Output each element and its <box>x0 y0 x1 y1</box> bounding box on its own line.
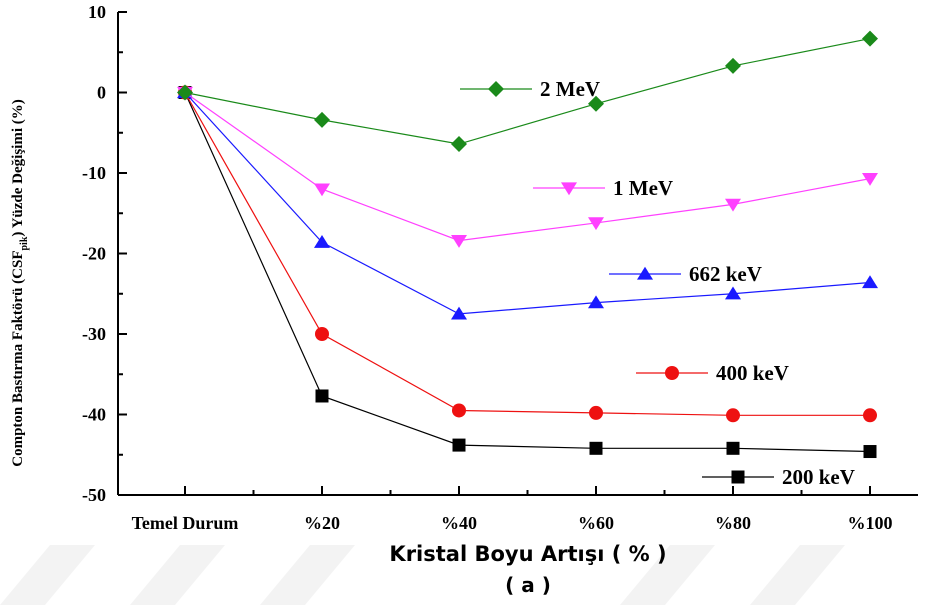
y-tick-label: -30 <box>82 324 106 344</box>
y-axis-title-sub: pik <box>19 236 30 250</box>
data-point-400-kev <box>863 408 877 423</box>
y-tick-label: -10 <box>82 163 106 183</box>
legend-label-200-kev: 200 keV <box>782 465 855 489</box>
x-tick-label: %80 <box>715 513 751 533</box>
data-point-2-mev <box>451 136 467 153</box>
legend-marker-1-mev <box>561 182 577 196</box>
data-point-2-mev <box>314 111 330 128</box>
legend-label-1-mev: 1 MeV <box>613 176 673 200</box>
y-tick-label: 0 <box>97 83 106 103</box>
x-tick-label: %100 <box>848 513 893 533</box>
data-point-662-kev <box>862 275 878 289</box>
data-point-400-kev <box>726 408 740 423</box>
data-point-2-mev <box>177 84 193 101</box>
data-point-1-mev <box>451 235 467 248</box>
axes: 10 0 -10 -20 -30 -40 -50 Temel Durum %20 %40 %60 %8… <box>82 2 918 533</box>
data-point-2-mev <box>588 95 604 112</box>
x-tick-label: %20 <box>304 513 340 533</box>
x-tick-label: %60 <box>578 513 614 533</box>
y-tick-label: -20 <box>82 244 106 264</box>
plot-area <box>177 30 878 459</box>
chart-caption: ( a ) <box>505 573 551 597</box>
data-point-200-kev <box>863 445 877 459</box>
series-line-662-kev <box>184 92 871 315</box>
data-point-400-kev <box>452 403 466 418</box>
legend-marker-2-mev <box>488 81 504 97</box>
data-point-2-mev <box>862 30 878 47</box>
y-tick-label: -40 <box>82 405 106 425</box>
series-line-400-kev <box>184 92 870 416</box>
data-point-662-kev <box>588 295 604 309</box>
y-axis-title-main: Compton Bastırma Faktörü (CSF <box>10 251 26 467</box>
y-axis-title-tail: ) Yüzde Değişimi (%) <box>10 99 26 236</box>
series-line-2-mev <box>184 37 871 145</box>
data-point-200-kev <box>452 438 466 452</box>
data-point-662-kev <box>451 306 467 320</box>
y-axis-title: Compton Bastırma Faktörü (CSFpik) Yüzde … <box>10 99 30 467</box>
y-tick-label: -50 <box>82 485 106 505</box>
legend-marker-200-kev <box>731 470 745 484</box>
data-point-662-kev <box>725 286 741 300</box>
data-point-400-kev <box>589 405 603 420</box>
watermark-chevrons <box>0 545 845 605</box>
data-point-1-mev <box>725 198 741 212</box>
legend: 2 MeV 1 MeV 662 keV 400 keV 200 keV <box>460 77 855 489</box>
y-tick-label: 10 <box>88 2 106 22</box>
x-axis-title: Kristal Boyu Artışı ( % ) <box>389 542 666 566</box>
data-point-200-kev <box>315 389 329 403</box>
data-point-662-kev <box>314 235 330 248</box>
data-point-1-mev <box>314 183 330 197</box>
data-point-2-mev <box>725 57 741 74</box>
data-point-200-kev <box>589 441 603 455</box>
data-point-1-mev <box>588 217 604 231</box>
x-tick-label: %40 <box>441 513 477 533</box>
x-tick-label: Temel Durum <box>132 513 239 533</box>
legend-label-400-kev: 400 keV <box>716 361 789 385</box>
legend-marker-662-kev <box>637 266 653 280</box>
data-point-200-kev <box>726 441 740 455</box>
legend-marker-400-kev <box>665 366 679 380</box>
series-line-1-mev <box>184 92 871 242</box>
data-point-1-mev <box>862 173 878 186</box>
data-point-400-kev <box>315 327 329 341</box>
legend-label-2-mev: 2 MeV <box>540 77 600 101</box>
legend-label-662-kev: 662 keV <box>689 262 762 286</box>
series-line-200-kev <box>184 92 871 453</box>
